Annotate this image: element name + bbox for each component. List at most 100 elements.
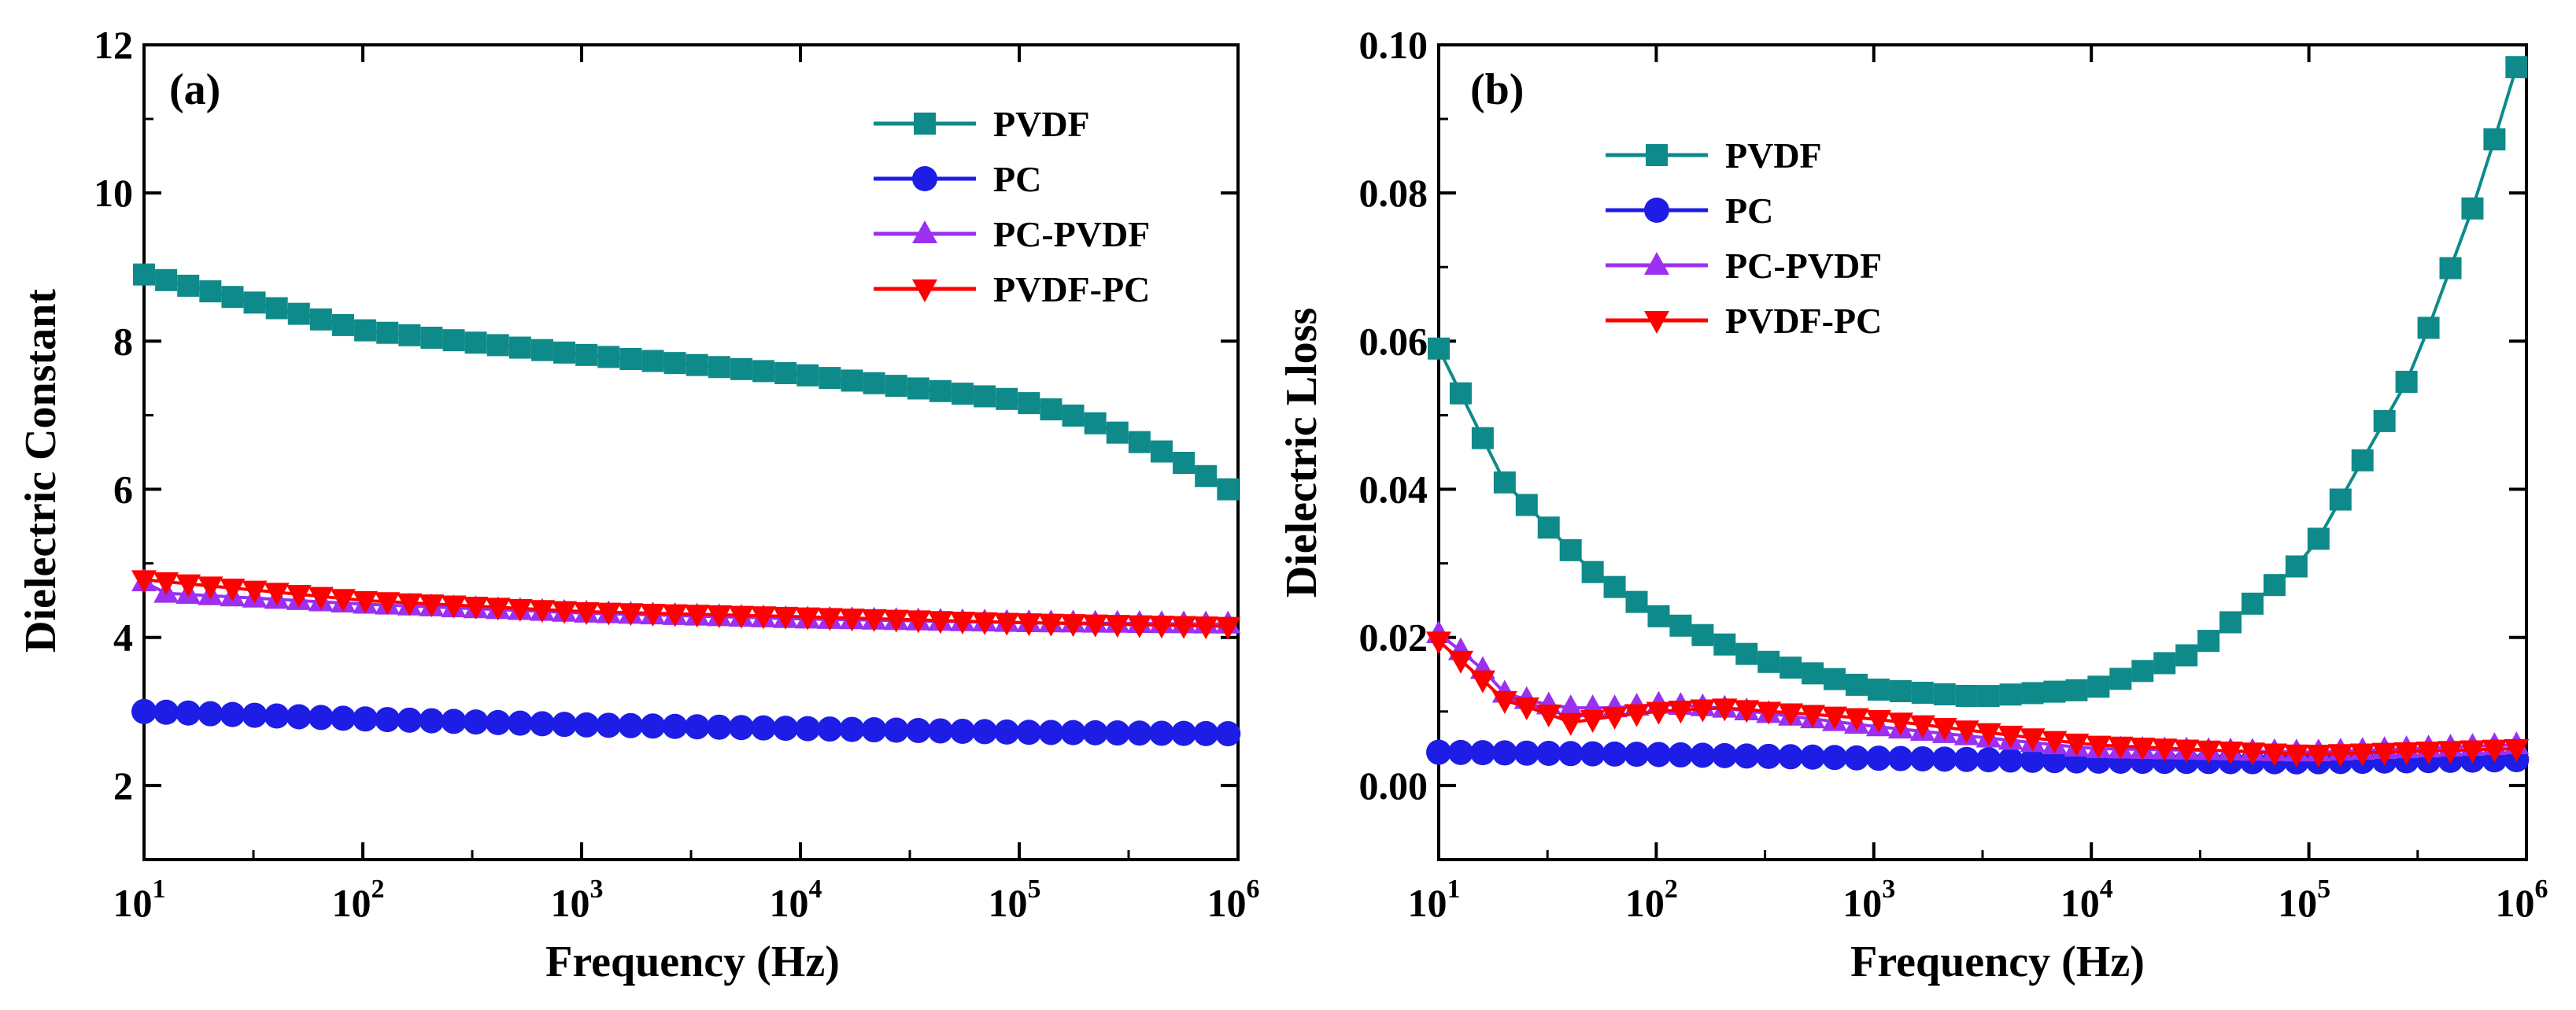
data-point <box>707 715 732 740</box>
legend-label: PVDF-PC <box>993 269 1150 309</box>
data-point <box>1978 685 2000 707</box>
x-tick-label: 102 <box>1625 875 1678 925</box>
data-point <box>332 314 354 336</box>
data-point <box>974 385 996 407</box>
data-point <box>1824 668 1846 690</box>
legend-marker <box>914 113 936 135</box>
data-point <box>1956 685 1978 707</box>
data-point <box>155 269 177 291</box>
data-point <box>1516 494 1538 516</box>
data-point <box>1888 746 1913 771</box>
data-point <box>199 280 221 302</box>
x-tick-label: 103 <box>1842 875 1895 925</box>
data-point <box>1976 747 2001 772</box>
data-point <box>419 708 444 734</box>
data-point <box>708 356 730 378</box>
data-point <box>2505 56 2527 78</box>
panel-label: (b) <box>1470 65 1524 114</box>
data-point <box>1536 741 1561 766</box>
data-point <box>264 704 290 729</box>
data-point <box>2087 675 2109 697</box>
y-tick-label: 0.00 <box>1359 764 1428 808</box>
data-point <box>1514 741 1539 766</box>
data-point <box>1712 743 1737 768</box>
data-point <box>664 352 686 374</box>
data-point <box>1890 680 1912 702</box>
data-point <box>1580 742 1606 767</box>
data-point <box>1428 338 1450 360</box>
data-point <box>310 309 332 331</box>
data-point <box>1780 657 1802 679</box>
data-point <box>1757 651 1780 673</box>
data-point <box>509 337 531 359</box>
data-point <box>1038 614 1063 637</box>
data-point <box>2308 527 2330 549</box>
data-point <box>751 716 776 741</box>
figure: (a) Frequency (Hz) Dielectric Constant 1… <box>0 0 2576 1010</box>
data-point <box>153 700 179 725</box>
data-point <box>773 716 798 741</box>
series-pvdf <box>1428 56 2527 707</box>
data-point <box>574 712 599 738</box>
data-point <box>1171 721 1196 746</box>
data-point <box>1690 742 1715 768</box>
data-point <box>376 322 398 344</box>
data-point <box>1800 745 1825 770</box>
x-tick-label: 106 <box>2496 875 2548 925</box>
legend-label: PC <box>1725 191 1773 231</box>
y-tick-label: 8 <box>113 319 133 363</box>
data-point <box>1538 516 1560 538</box>
data-point <box>1016 613 1041 636</box>
data-point <box>575 344 597 366</box>
legend-label: PVDF <box>993 104 1090 144</box>
x-tick-label: 102 <box>332 875 385 925</box>
data-point <box>686 354 708 376</box>
x-tick-label: 104 <box>770 875 822 925</box>
panel-b: (b) Frequency (Hz) Dielectric Lloss 101 1… <box>1277 23 2548 986</box>
x-tick-label: 106 <box>1207 875 1260 925</box>
data-point <box>1127 720 1152 745</box>
data-point <box>774 362 796 384</box>
data-point <box>1195 465 1217 487</box>
data-point <box>817 716 842 742</box>
data-point <box>288 303 310 325</box>
data-point <box>442 708 467 734</box>
data-point <box>1846 674 1868 696</box>
y-tick-label: 2 <box>113 764 133 808</box>
data-point <box>420 327 442 349</box>
data-point <box>863 372 885 394</box>
legend-marker <box>1644 198 1669 223</box>
data-point <box>2418 316 2440 339</box>
data-point <box>994 720 1019 745</box>
data-point <box>1912 682 1934 704</box>
data-point <box>907 377 930 399</box>
y-tick-label: 0.04 <box>1359 468 1428 512</box>
data-point <box>220 702 245 727</box>
data-point <box>1735 643 1757 665</box>
data-point <box>176 701 201 726</box>
data-point <box>1450 383 1472 405</box>
data-point <box>2440 257 2462 279</box>
data-point <box>1040 398 1062 420</box>
data-point <box>885 375 907 397</box>
data-point <box>286 704 312 729</box>
data-point <box>1217 479 1239 501</box>
data-point <box>266 297 288 319</box>
data-point <box>2153 652 2175 674</box>
data-point <box>1085 413 1107 435</box>
y-tick-label: 0.06 <box>1359 319 1428 363</box>
data-point <box>244 291 266 313</box>
legend-marker <box>912 166 937 191</box>
data-point <box>640 713 665 738</box>
data-point <box>1105 720 1130 745</box>
data-point <box>1448 740 1473 765</box>
y-tick-label: 12 <box>94 23 133 67</box>
data-point <box>1215 721 1240 746</box>
data-point <box>443 329 465 351</box>
data-point <box>242 703 268 728</box>
legend-label: PC <box>993 159 1041 199</box>
data-point <box>309 705 334 730</box>
data-point <box>375 707 400 732</box>
data-point <box>1426 740 1451 765</box>
data-point <box>1998 747 2023 772</box>
